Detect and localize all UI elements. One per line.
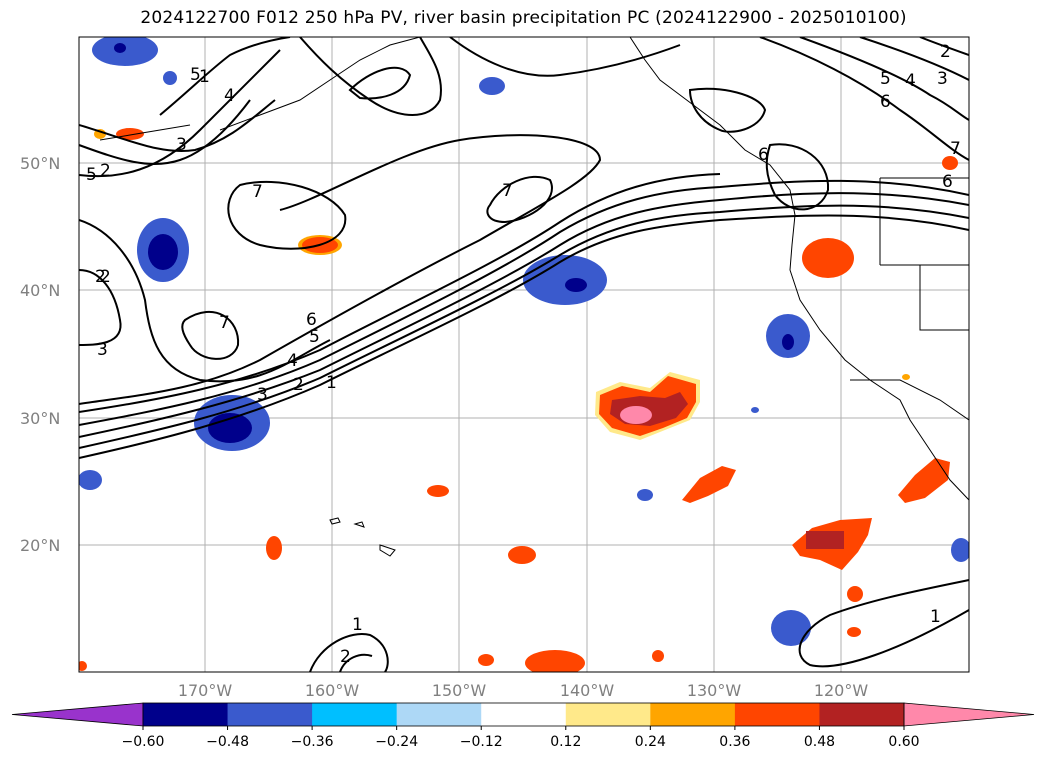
lat-label-50: 50°N [20, 154, 60, 173]
colorbar-extend-low [11, 702, 144, 727]
latitude-labels: 50°N 40°N 30°N 20°N [20, 154, 60, 555]
svg-text:2: 2 [95, 267, 106, 287]
svg-text:5: 5 [880, 69, 891, 89]
colorbar-segment [565, 703, 651, 726]
colorbar-segment [143, 703, 229, 726]
svg-text:7: 7 [219, 313, 230, 333]
lat-label-40: 40°N [20, 281, 60, 300]
map-frame [78, 36, 970, 673]
svg-text:4: 4 [224, 86, 235, 106]
svg-text:2: 2 [940, 42, 951, 62]
colorbar-tick-label: 0.12 [550, 734, 581, 750]
map-area [79, 37, 969, 672]
svg-text:6: 6 [306, 310, 317, 330]
colorbar-segment [481, 703, 567, 726]
lon-label-170w: 170°W [178, 681, 233, 700]
colorbar-tick-label: −0.36 [291, 734, 334, 750]
colorbar-segment [396, 703, 482, 726]
colorbar-segment [312, 703, 398, 726]
svg-text:7: 7 [252, 182, 263, 202]
colorbar-tick-label: −0.60 [122, 734, 165, 750]
svg-text:6: 6 [942, 172, 953, 192]
colorbar-segment [227, 703, 313, 726]
colorbar-tick-label: 0.24 [635, 734, 666, 750]
svg-text:3: 3 [257, 385, 268, 405]
lat-label-20: 20°N [20, 536, 60, 555]
lon-label-140w: 140°W [560, 681, 615, 700]
lat-label-30: 30°N [20, 409, 60, 428]
svg-text:2: 2 [100, 161, 111, 181]
svg-text:1: 1 [352, 615, 363, 635]
svg-text:3: 3 [176, 135, 187, 155]
svg-text:1: 1 [199, 67, 210, 87]
lon-label-160w: 160°W [305, 681, 360, 700]
colorbar-tick-label: 0.60 [888, 734, 919, 750]
colorbar-segment [650, 703, 736, 726]
svg-text:5: 5 [309, 327, 320, 347]
colorbar-tick-label: 0.48 [804, 734, 835, 750]
svg-text:6: 6 [880, 92, 891, 112]
pv-contours [79, 37, 969, 672]
colorbar-tick-label: −0.12 [460, 734, 503, 750]
coastlines [99, 37, 969, 557]
colorbar-extend-high [903, 702, 1035, 727]
svg-text:3: 3 [937, 69, 948, 89]
svg-text:1: 1 [326, 373, 337, 393]
lon-label-120w: 120°W [814, 681, 869, 700]
colorbar-tick-label: 0.36 [719, 734, 750, 750]
precip-pc-shading [79, 37, 969, 672]
colorbar-segment [819, 703, 905, 726]
colorbar: −0.60 −0.48 −0.36 −0.24 −0.12 0.12 0.24 0.36 0.4… [11, 702, 1035, 750]
colorbar-border [142, 702, 905, 727]
colorbar-tick-label: −0.48 [206, 734, 249, 750]
svg-text:7: 7 [950, 139, 961, 159]
lon-label-150w: 150°W [432, 681, 487, 700]
svg-text:5: 5 [86, 165, 97, 185]
svg-text:4: 4 [905, 71, 916, 91]
map-title: 2024122700 F012 250 hPa PV, river basin … [140, 8, 907, 28]
svg-text:5: 5 [190, 65, 201, 85]
svg-text:4: 4 [287, 351, 298, 371]
svg-text:2: 2 [100, 267, 111, 287]
svg-text:2: 2 [293, 375, 304, 395]
svg-text:1: 1 [930, 607, 941, 627]
svg-text:3: 3 [97, 340, 108, 360]
colorbar-segment [734, 703, 820, 726]
lon-label-130w: 130°W [687, 681, 742, 700]
svg-text:2: 2 [340, 647, 351, 667]
pv-contour-labels: 1 2 3 4 5 6 7 7 7 6 5 4 3 2 1 1 2 2 3 4 … [86, 42, 961, 667]
colorbar-tick-label: −0.24 [375, 734, 418, 750]
svg-text:7: 7 [502, 181, 513, 201]
longitude-labels: 170°W 160°W 150°W 140°W 130°W 120°W [178, 681, 869, 700]
svg-text:6: 6 [758, 145, 769, 165]
